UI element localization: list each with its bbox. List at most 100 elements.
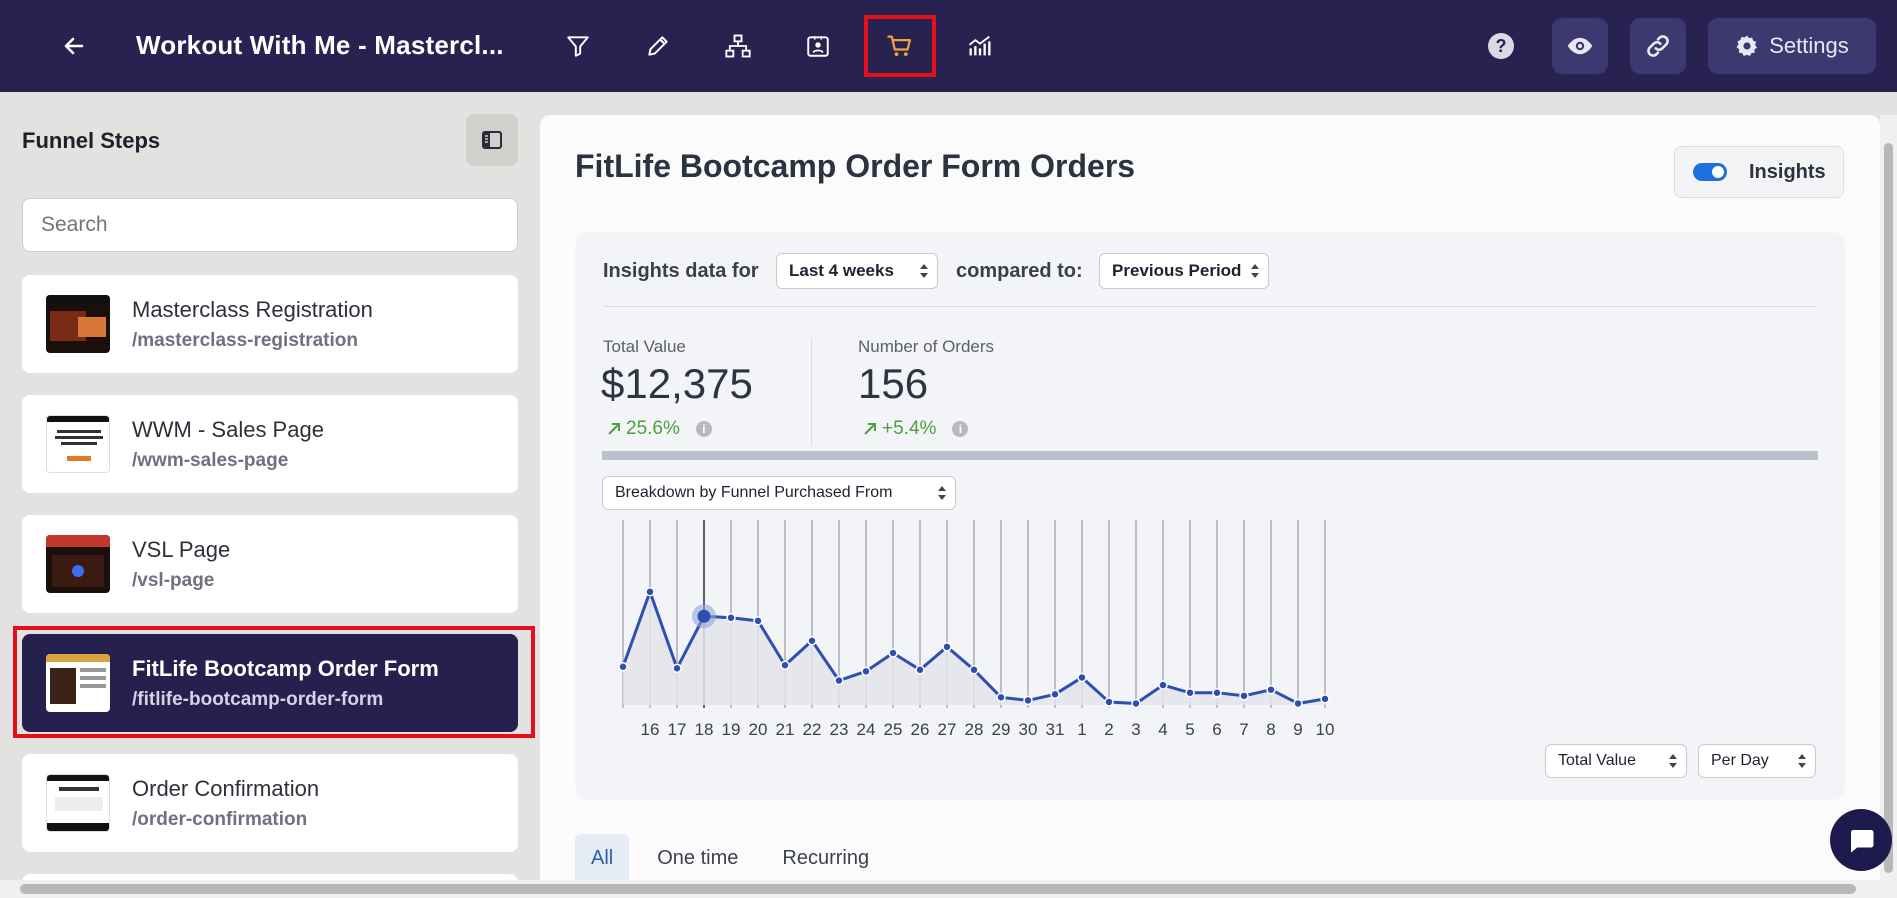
compared-to-label: compared to: (956, 260, 1083, 282)
x-tick-label: 17 (668, 720, 687, 739)
back-arrow-icon[interactable] (58, 30, 90, 62)
compare-select-value: Previous Period (1112, 261, 1242, 280)
horizontal-scrollbar[interactable] (0, 880, 1897, 898)
settings-label: Settings (1769, 33, 1849, 58)
filter-icon[interactable] (558, 26, 598, 66)
data-point (1077, 672, 1087, 683)
select-caret-icon (938, 486, 946, 500)
x-tick-label: 7 (1239, 720, 1248, 739)
step-path: /masterclass-registration (132, 330, 358, 351)
x-tick-label: 6 (1212, 720, 1221, 739)
interval-select-value: Per Day (1711, 752, 1769, 769)
interval-select[interactable]: Per Day (1698, 744, 1816, 778)
funnel-step-fitlife-bootcamp-order-form[interactable]: FitLife Bootcamp Order Form /fitlife-boo… (22, 634, 518, 732)
info-icon[interactable]: i (695, 421, 712, 437)
cart-icon[interactable] (864, 15, 936, 77)
tab-recurring[interactable]: Recurring (782, 846, 870, 869)
funnel-step-wwm-sales-page[interactable]: WWM - Sales Page /wwm-sales-page (22, 395, 518, 493)
period-select[interactable]: Last 4 weeks (776, 253, 938, 289)
kpi-change-text: +5.4% (882, 418, 937, 439)
trend-up-icon (864, 423, 876, 435)
order-type-tabs: All One time Recurring (575, 834, 885, 882)
kpi-orders-label: Number of Orders (858, 337, 995, 356)
step-path: /order-confirmation (132, 809, 308, 830)
select-caret-icon (1798, 754, 1806, 768)
x-tick-label: 31 (1046, 720, 1065, 739)
x-tick-label: 18 (695, 720, 714, 739)
x-tick-label: 5 (1185, 720, 1194, 739)
pencil-icon[interactable] (638, 26, 678, 66)
data-point (645, 587, 655, 597)
page-title: FitLife Bootcamp Order Form Orders (575, 148, 1136, 184)
data-point (1104, 697, 1114, 707)
tab-one-time[interactable]: One time (657, 846, 739, 869)
contact-card-icon[interactable] (798, 26, 838, 66)
breakdown-select-value: Breakdown by Funnel Purchased From (615, 484, 893, 501)
series-area (623, 591, 1325, 705)
compare-select[interactable]: Previous Period (1099, 253, 1269, 289)
step-name: Order Confirmation (132, 776, 320, 801)
funnel-step-vsl-page[interactable]: VSL Page /vsl-page (22, 515, 518, 613)
search-input[interactable] (22, 198, 518, 252)
tab-all[interactable]: All (575, 834, 630, 882)
step-thumbnail (46, 654, 110, 712)
x-tick-label: 19 (722, 720, 741, 739)
eye-icon (1567, 37, 1593, 55)
metric-select[interactable]: Total Value (1545, 744, 1687, 778)
copy-link-button[interactable] (1630, 18, 1686, 74)
info-icon[interactable]: i (952, 421, 969, 437)
sidebar-title: Funnel Steps (22, 128, 161, 153)
sidebar-collapse-button[interactable] (466, 114, 518, 166)
kpi-total-value-label: Total Value (603, 337, 686, 356)
x-tick-label: 4 (1158, 720, 1167, 739)
chat-widget-button[interactable] (1830, 809, 1892, 871)
toggle-switch[interactable] (1693, 163, 1727, 181)
period-select-value: Last 4 weeks (789, 261, 894, 280)
chat-bubble-icon (1851, 830, 1874, 853)
data-point (1293, 698, 1303, 709)
kpi-total-value-change: 25.6% i (606, 418, 712, 440)
x-tick-label: 16 (641, 720, 660, 739)
scrollbar-thumb[interactable] (1884, 143, 1893, 873)
settings-button[interactable]: Settings (1708, 18, 1876, 74)
sitemap-icon[interactable] (718, 26, 758, 66)
help-icon[interactable]: ? (1488, 33, 1514, 59)
insights-toggle[interactable]: Insights (1674, 146, 1844, 198)
data-point (942, 642, 952, 652)
step-path: /fitlife-bootcamp-order-form (132, 689, 384, 710)
x-tick-label: 22 (803, 720, 822, 739)
x-tick-label: 20 (749, 720, 768, 739)
data-point (1212, 688, 1222, 698)
data-point (807, 635, 817, 646)
insights-data-for-label: Insights data for (603, 260, 759, 282)
data-point (888, 648, 898, 658)
step-thumbnail (46, 774, 110, 832)
breakdown-bar (602, 451, 1818, 460)
sidebar-panel-icon (482, 131, 502, 149)
vertical-scrollbar[interactable] (1880, 115, 1897, 880)
x-tick-label: 24 (857, 720, 876, 739)
funnel-title: Workout With Me - Mastercl... (136, 30, 504, 60)
funnel-step-order-confirmation[interactable]: Order Confirmation /order-confirmation (22, 754, 518, 852)
scrollbar-thumb[interactable] (20, 884, 1856, 894)
breakdown-select[interactable]: Breakdown by Funnel Purchased From (602, 476, 956, 510)
kpi-change-text: 25.6% (626, 418, 680, 439)
gear-icon (1736, 35, 1758, 56)
data-point (697, 609, 711, 623)
data-point (1185, 688, 1195, 698)
step-name: FitLife Bootcamp Order Form (132, 656, 439, 681)
funnel-step-masterclass-registration[interactable]: Masterclass Registration /masterclass-re… (22, 275, 518, 373)
preview-eye-button[interactable] (1552, 18, 1608, 74)
step-path: /wwm-sales-page (132, 450, 289, 471)
analytics-icon[interactable] (960, 26, 1000, 66)
x-tick-label: 23 (830, 720, 849, 739)
x-tick-label: 1 (1077, 720, 1086, 739)
step-name: Masterclass Registration (132, 297, 373, 322)
trend-up-icon (608, 423, 620, 435)
step-name: WWM - Sales Page (132, 417, 324, 442)
x-tick-label: 27 (938, 720, 957, 739)
x-tick-label: 3 (1131, 720, 1140, 739)
data-point (834, 675, 844, 686)
link-icon (1647, 35, 1669, 57)
data-point (861, 666, 871, 677)
